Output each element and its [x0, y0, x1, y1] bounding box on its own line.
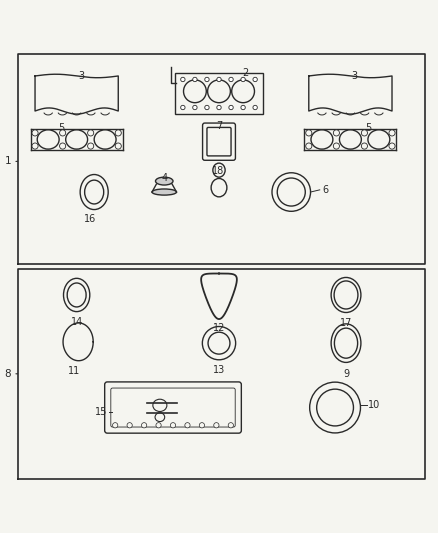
Circle shape — [241, 106, 245, 110]
Circle shape — [156, 423, 161, 428]
Circle shape — [253, 106, 258, 110]
Circle shape — [361, 130, 367, 136]
Circle shape — [333, 143, 339, 149]
Circle shape — [333, 130, 339, 136]
Circle shape — [115, 130, 121, 136]
Text: 15: 15 — [95, 407, 107, 417]
Ellipse shape — [94, 130, 116, 149]
Text: 6: 6 — [322, 185, 328, 195]
Circle shape — [217, 106, 221, 110]
Text: 13: 13 — [213, 365, 225, 375]
Circle shape — [228, 423, 233, 428]
Ellipse shape — [368, 130, 390, 149]
Text: 16: 16 — [84, 214, 96, 224]
Text: 2: 2 — [242, 68, 248, 78]
Circle shape — [88, 130, 94, 136]
Ellipse shape — [66, 130, 88, 149]
Circle shape — [205, 77, 209, 82]
Text: 17: 17 — [340, 318, 352, 328]
Circle shape — [193, 106, 197, 110]
Circle shape — [306, 143, 312, 149]
Ellipse shape — [339, 130, 361, 149]
Text: 12: 12 — [213, 324, 225, 334]
Circle shape — [306, 130, 312, 136]
Circle shape — [60, 143, 66, 149]
Circle shape — [127, 423, 132, 428]
Text: 18: 18 — [212, 166, 224, 176]
Circle shape — [115, 143, 121, 149]
Circle shape — [32, 143, 38, 149]
Circle shape — [361, 143, 367, 149]
Circle shape — [170, 423, 176, 428]
Circle shape — [88, 143, 94, 149]
Text: 11: 11 — [68, 366, 81, 376]
Text: 5: 5 — [365, 123, 371, 133]
Ellipse shape — [155, 177, 173, 185]
Ellipse shape — [152, 189, 177, 195]
Text: 9: 9 — [343, 368, 349, 378]
Circle shape — [389, 143, 395, 149]
Ellipse shape — [37, 130, 59, 149]
Text: 3: 3 — [352, 71, 358, 80]
Circle shape — [60, 130, 66, 136]
Circle shape — [113, 423, 118, 428]
Circle shape — [180, 77, 185, 82]
Text: 14: 14 — [71, 317, 83, 327]
Circle shape — [180, 106, 185, 110]
Circle shape — [205, 106, 209, 110]
Text: 5: 5 — [58, 123, 64, 133]
Ellipse shape — [311, 130, 333, 149]
Circle shape — [229, 77, 233, 82]
Text: 7: 7 — [216, 120, 222, 131]
Circle shape — [389, 130, 395, 136]
Text: 8: 8 — [4, 369, 11, 379]
Text: 3: 3 — [78, 71, 84, 80]
Circle shape — [217, 77, 221, 82]
Text: 10: 10 — [368, 400, 380, 410]
Circle shape — [141, 423, 147, 428]
Circle shape — [229, 106, 233, 110]
Circle shape — [185, 423, 190, 428]
Circle shape — [193, 77, 197, 82]
Circle shape — [253, 77, 258, 82]
Circle shape — [199, 423, 205, 428]
Text: 4: 4 — [161, 173, 167, 183]
Circle shape — [214, 423, 219, 428]
Circle shape — [32, 130, 38, 136]
Circle shape — [241, 77, 245, 82]
Text: 1: 1 — [4, 156, 11, 166]
